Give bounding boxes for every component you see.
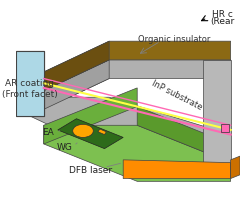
Text: HR c: HR c (212, 9, 233, 19)
Polygon shape (16, 51, 44, 116)
FancyBboxPatch shape (16, 51, 44, 116)
Polygon shape (30, 42, 231, 98)
Text: DFB laser: DFB laser (69, 165, 112, 174)
Ellipse shape (73, 125, 93, 138)
Text: InP substrate: InP substrate (150, 78, 203, 112)
Text: EA: EA (42, 128, 54, 137)
Polygon shape (30, 42, 109, 98)
Polygon shape (98, 129, 106, 135)
Polygon shape (44, 88, 137, 144)
Polygon shape (123, 160, 231, 179)
Text: (Rear: (Rear (210, 17, 234, 26)
Text: AR coating
(Front facet): AR coating (Front facet) (2, 79, 58, 98)
Polygon shape (44, 126, 231, 181)
Polygon shape (203, 61, 231, 163)
Polygon shape (30, 61, 231, 116)
Text: WG: WG (56, 143, 72, 152)
FancyBboxPatch shape (221, 125, 229, 132)
Polygon shape (231, 156, 240, 179)
Polygon shape (30, 98, 231, 154)
Polygon shape (58, 119, 123, 149)
Text: Organic insulator: Organic insulator (138, 35, 211, 44)
Polygon shape (30, 61, 109, 116)
Polygon shape (137, 107, 231, 163)
